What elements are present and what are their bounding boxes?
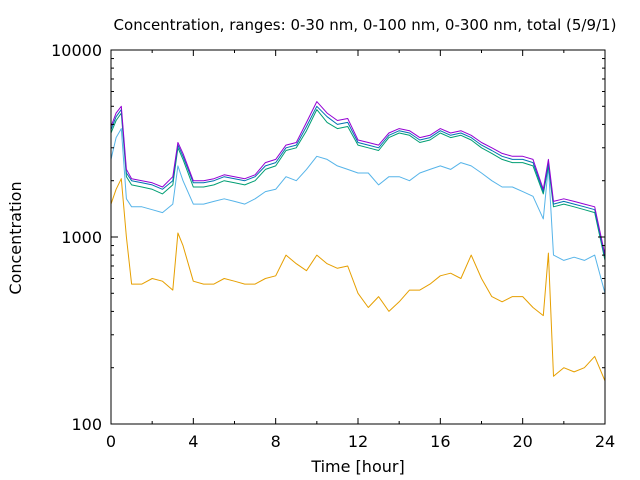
x-tick-label: 24 — [595, 432, 615, 451]
x-tick-label: 0 — [106, 432, 116, 451]
y-tick-label: 1000 — [61, 228, 102, 247]
x-axis-label: Time [hour] — [310, 457, 404, 476]
series-line-2 — [110, 128, 606, 294]
y-axis-label: Concentration — [6, 181, 25, 294]
plot-frame — [110, 49, 606, 425]
axes-layer: 0 4 8 12 16 20 24 100 1000 10000 — [51, 41, 615, 451]
x-tick-label: 20 — [512, 432, 532, 451]
x-tick-label: 8 — [271, 432, 281, 451]
x-tick-label: 16 — [430, 432, 450, 451]
y-tick-label: 100 — [71, 415, 102, 434]
chart-title: Concentration, ranges: 0-30 nm, 0-100 nm… — [114, 16, 617, 34]
series-line-5 — [110, 101, 606, 256]
series-line-1 — [110, 178, 606, 382]
x-tick-label: 4 — [188, 432, 198, 451]
series-layer — [110, 101, 606, 382]
y-tick-label: 10000 — [51, 41, 102, 60]
x-tick-label: 12 — [348, 432, 368, 451]
series-line-4 — [110, 105, 606, 258]
